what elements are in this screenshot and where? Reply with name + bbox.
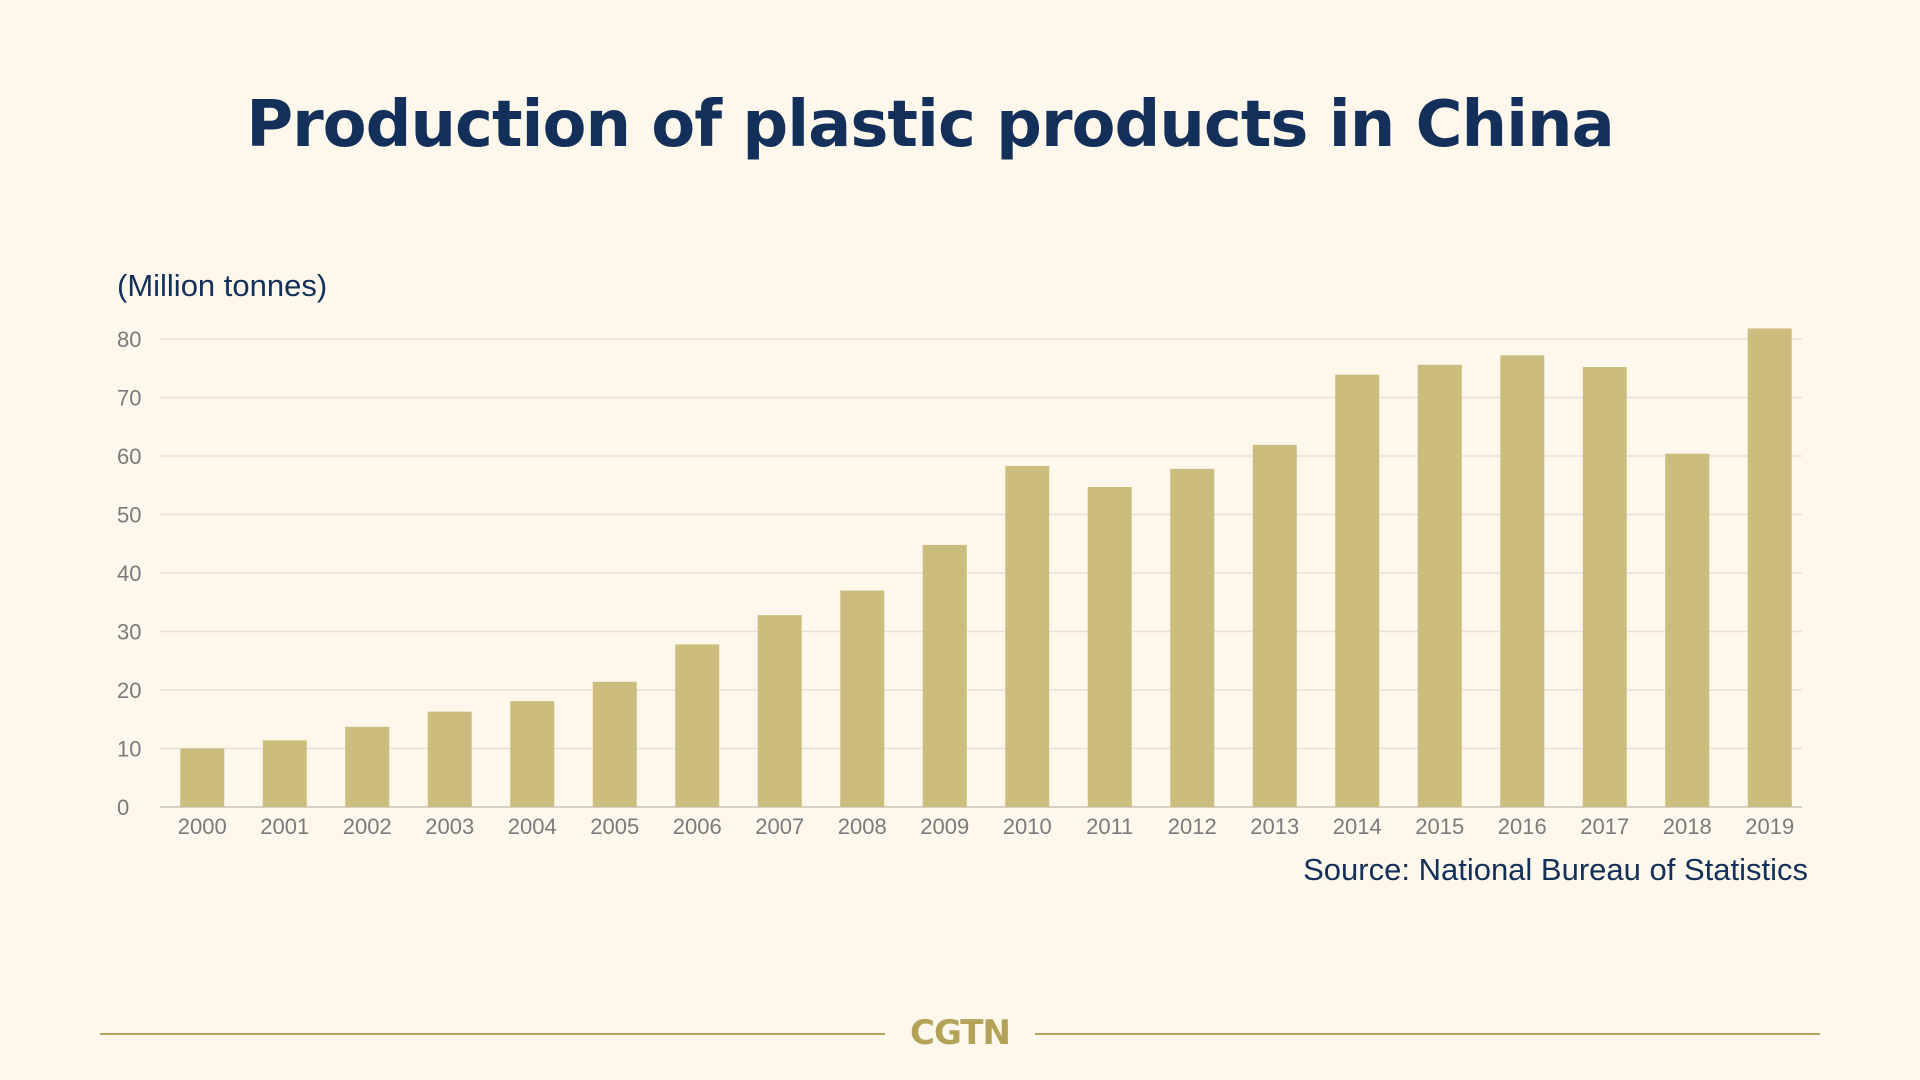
footer-divider-left <box>100 1033 885 1035</box>
bar-2010 <box>1005 465 1050 807</box>
source-note: Source: National Bureau of Statistics <box>1303 852 1808 887</box>
y-axis-unit-label: (Million tonnes) <box>117 268 328 303</box>
bar-2012 <box>1170 468 1215 807</box>
x-tick-label: 2008 <box>838 814 887 839</box>
x-tick-label: 2006 <box>673 814 722 839</box>
bar-2017 <box>1582 367 1627 807</box>
x-tick-label: 2002 <box>343 814 392 839</box>
bar-2006 <box>675 644 720 807</box>
bar-2001 <box>262 740 307 807</box>
x-tick-label: 2014 <box>1333 814 1382 839</box>
x-tick-label: 2007 <box>755 814 804 839</box>
y-tick-label: 50 <box>117 503 141 528</box>
y-tick-label: 40 <box>117 561 141 586</box>
bar-2018 <box>1665 453 1710 807</box>
y-tick-label: 70 <box>117 386 141 411</box>
bar-2004 <box>510 701 555 807</box>
chart-title: Production of plastic products in China <box>246 88 1615 162</box>
bar-2008 <box>840 590 885 807</box>
x-tick-label: 2013 <box>1250 814 1299 839</box>
bar-2013 <box>1252 444 1297 807</box>
bar-2003 <box>427 711 472 807</box>
bar-2019 <box>1747 328 1792 807</box>
x-tick-label: 2005 <box>590 814 639 839</box>
bar-2002 <box>345 726 390 807</box>
x-tick-label: 2017 <box>1580 814 1629 839</box>
bar-2009 <box>922 544 967 807</box>
x-tick-label: 2015 <box>1415 814 1464 839</box>
x-tick-label: 2001 <box>260 814 309 839</box>
bar-2011 <box>1087 487 1132 807</box>
bar-2000 <box>180 748 225 807</box>
bar-2005 <box>592 681 637 807</box>
y-tick-label: 10 <box>117 737 141 762</box>
bar-2015 <box>1417 364 1462 807</box>
footer-divider-right <box>1035 1033 1820 1035</box>
x-tick-label: 2012 <box>1168 814 1217 839</box>
bar-2016 <box>1500 355 1545 807</box>
y-tick-label: 60 <box>117 444 141 469</box>
x-tick-label: 2018 <box>1663 814 1712 839</box>
x-tick-label: 2010 <box>1003 814 1052 839</box>
y-tick-label: 80 <box>117 327 141 352</box>
x-tick-label: 2009 <box>920 814 969 839</box>
x-tick-label: 2004 <box>508 814 557 839</box>
y-tick-label: 30 <box>117 620 141 645</box>
y-tick-label: 0 <box>117 795 129 820</box>
x-tick-label: 2011 <box>1086 814 1133 839</box>
x-tick-label: 2003 <box>425 814 474 839</box>
y-tick-label: 20 <box>117 678 141 703</box>
x-tick-label: 2019 <box>1745 814 1794 839</box>
cgtn-logo: CGTN <box>910 1013 1011 1053</box>
x-tick-label: 2016 <box>1498 814 1547 839</box>
bar-2014 <box>1335 374 1380 807</box>
bar-2007 <box>757 615 802 807</box>
x-tick-label: 2000 <box>178 814 227 839</box>
